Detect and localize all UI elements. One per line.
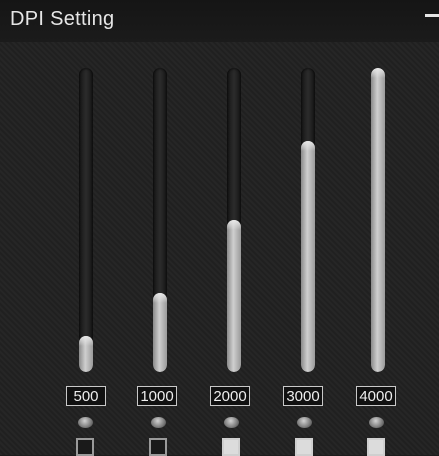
dpi-select-dot[interactable] <box>297 417 312 428</box>
dpi-slider-1000[interactable] <box>153 68 167 372</box>
dpi-select-dot[interactable] <box>224 417 239 428</box>
title-bar: DPI Setting <box>0 0 439 42</box>
dpi-select-dot[interactable] <box>78 417 93 428</box>
dpi-enable-checkbox[interactable] <box>295 438 313 456</box>
dpi-slider-fill <box>227 220 241 372</box>
dpi-value-label: 500 <box>66 386 106 406</box>
dpi-enable-checkbox[interactable] <box>76 438 94 456</box>
dpi-slider-3000[interactable] <box>301 68 315 372</box>
dpi-slider-fill <box>79 335 93 372</box>
dpi-slider-500[interactable] <box>79 68 93 372</box>
dpi-enable-checkbox[interactable] <box>367 438 385 456</box>
minimize-icon[interactable] <box>425 14 439 17</box>
dpi-slider-fill <box>371 68 385 372</box>
dpi-slider-fill <box>153 292 167 372</box>
dpi-select-dot[interactable] <box>369 417 384 428</box>
dpi-value-label: 1000 <box>137 386 177 406</box>
dpi-enable-checkbox[interactable] <box>149 438 167 456</box>
dpi-value-label: 4000 <box>356 386 396 406</box>
dpi-value-label: 3000 <box>283 386 323 406</box>
dpi-slider-2000[interactable] <box>227 68 241 372</box>
window-title: DPI Setting <box>10 8 115 30</box>
dpi-enable-checkbox[interactable] <box>222 438 240 456</box>
dpi-value-label: 2000 <box>210 386 250 406</box>
dpi-select-dot[interactable] <box>151 417 166 428</box>
dpi-slider-4000[interactable] <box>371 68 385 372</box>
dpi-slider-fill <box>301 140 315 372</box>
